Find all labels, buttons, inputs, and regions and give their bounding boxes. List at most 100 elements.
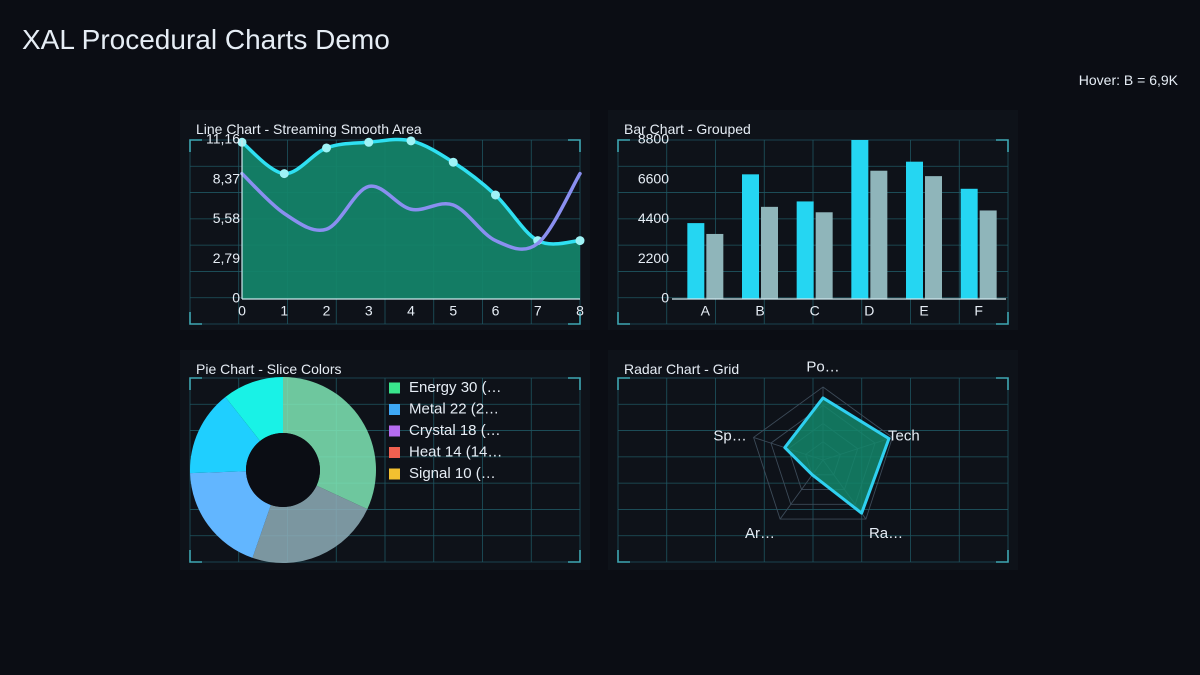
radar-chart[interactable]: Po… Tech Ra… Ar… Sp… [608, 350, 1018, 570]
frame-corner [568, 139, 581, 152]
bar-F-series-1[interactable] [979, 210, 997, 299]
x-tick-label: 8 [576, 303, 584, 319]
x-category-label: B [755, 303, 764, 319]
x-tick-label: 4 [407, 303, 415, 319]
line-point[interactable] [364, 137, 374, 147]
legend-swatch-energy [389, 382, 400, 394]
x-tick-label: 5 [449, 303, 457, 319]
bar-F-series-0[interactable] [960, 188, 978, 299]
frame-corner [568, 550, 581, 563]
line-series-1 [240, 171, 582, 251]
y-tick-label: 0 [232, 290, 240, 306]
frame-corner [996, 139, 1009, 152]
line-point[interactable] [279, 169, 289, 179]
pie-slice-energy[interactable] [283, 377, 376, 510]
legend-swatch-signal [389, 468, 400, 480]
y-tick-label: 8,37 [213, 170, 240, 186]
line-chart-title: Line Chart - Streaming Smooth Area [196, 121, 422, 137]
app-title: XAL Procedural Charts Demo [22, 24, 390, 55]
pie-slice-crystal[interactable] [190, 471, 271, 558]
y-tick-label: 0 [661, 290, 669, 306]
bar-C-series-1[interactable] [815, 212, 833, 299]
area-fill-series-0 [242, 139, 580, 299]
pie-slice-signal[interactable] [225, 377, 283, 441]
radar-outline [783, 396, 891, 515]
x-tick-label: 6 [492, 303, 500, 319]
line-point[interactable] [322, 143, 331, 153]
bar-D-series-1[interactable] [870, 170, 888, 299]
bar-chart-title: Bar Chart - Grouped [624, 121, 751, 137]
legend-label-signal: Signal 10 (… [409, 465, 496, 482]
frame-corner [996, 550, 1009, 563]
radar-area[interactable] [784, 397, 889, 514]
frame-corner [568, 377, 581, 390]
line-chart-panel[interactable]: 0 2,79 5,58 8,37 11,16 0 1 2 3 4 5 6 7 8 Line Chart -… [180, 110, 590, 330]
pie-chart-title: Pie Chart - Slice Colors [196, 361, 342, 377]
x-category-label: C [810, 303, 820, 319]
radar-chart-title: Radar Chart - Grid [624, 361, 740, 377]
y-tick-label: 2,79 [213, 250, 240, 266]
legend-swatch-metal [389, 404, 400, 415]
legend-swatch-heat [389, 447, 400, 458]
bar-C-series-0[interactable] [796, 201, 814, 299]
x-tick-label: 3 [365, 303, 373, 319]
radar-axis-label: Ra… [869, 525, 903, 542]
y-tick-label: 6600 [638, 170, 669, 186]
bar-chart[interactable]: A B C D E F 0 2200 4400 6600 8800 [608, 110, 1018, 330]
radar-axis-label: Sp… [713, 427, 746, 444]
frame-corner [189, 312, 202, 325]
line-point[interactable] [575, 236, 585, 246]
frame-corner [189, 377, 202, 390]
radar-axis-label: Po… [806, 358, 839, 375]
x-category-label: E [919, 303, 928, 319]
frame-corner [617, 550, 630, 563]
bar-B-series-1[interactable] [761, 206, 778, 299]
frame-corner [617, 312, 630, 325]
y-tick-label: 4400 [638, 210, 669, 226]
frame-corner [617, 139, 630, 152]
pie-slice-metal[interactable] [252, 485, 368, 563]
x-category-label: A [701, 303, 711, 319]
pie-chart-panel[interactable]: Energy 30 (… Metal 22 (2… Crystal 18 (… Hea… [180, 350, 590, 570]
radar-chart-panel[interactable]: Po… Tech Ra… Ar… Sp… Radar Chart - Grid [608, 350, 1018, 570]
radar-axis-label: Tech [888, 427, 920, 444]
frame-corner [996, 377, 1009, 390]
line-point[interactable] [491, 190, 500, 200]
radar-axis-label: Ar… [745, 525, 775, 542]
y-tick-label: 5,58 [213, 210, 240, 226]
frame-corner [996, 312, 1009, 325]
bar-chart-panel[interactable]: A B C D E F 0 2200 4400 6600 8800 Bar Chart - Grou… [608, 110, 1018, 330]
y-tick-label: 2200 [638, 250, 669, 266]
line-point[interactable] [448, 157, 458, 167]
pie-slice-heat[interactable] [190, 397, 261, 474]
bar-B-series-0[interactable] [742, 174, 759, 299]
x-tick-label: 7 [534, 303, 542, 319]
line-point[interactable] [406, 136, 416, 146]
frame-corner [189, 550, 202, 563]
donut-hole [246, 433, 320, 507]
line-chart[interactable]: 0 2,79 5,58 8,37 11,16 0 1 2 3 4 5 6 7 8 [180, 110, 590, 330]
legend-swatch-crystal [389, 425, 400, 437]
bar-A-series-1[interactable] [706, 233, 724, 299]
legend-label-crystal: Crystal 18 (… [409, 422, 501, 439]
x-tick-label: 2 [323, 303, 331, 319]
bar-E-series-0[interactable] [906, 161, 923, 299]
x-tick-label: 1 [280, 303, 288, 319]
frame-corner [189, 139, 202, 152]
x-tick-label: 0 [238, 303, 246, 319]
legend-label-energy: Energy 30 (… [409, 379, 502, 396]
frame-corner [568, 312, 581, 325]
y-tick-label: 8800 [638, 131, 669, 147]
bar-E-series-1[interactable] [925, 176, 942, 299]
legend-label-heat: Heat 14 (14… [409, 443, 502, 460]
bar-A-series-0[interactable] [687, 223, 705, 299]
hover-readout: Hover: B = 6,9K [1078, 72, 1178, 88]
pie-chart[interactable]: Energy 30 (… Metal 22 (2… Crystal 18 (… Hea… [180, 350, 590, 570]
bar-D-series-0[interactable] [851, 140, 869, 299]
radar-ring [753, 386, 893, 520]
y-tick-label: 11,16 [206, 131, 240, 147]
x-category-label: F [974, 303, 983, 319]
x-category-label: D [864, 303, 874, 319]
legend-label-metal: Metal 22 (2… [409, 400, 499, 417]
frame-corner [617, 377, 630, 390]
